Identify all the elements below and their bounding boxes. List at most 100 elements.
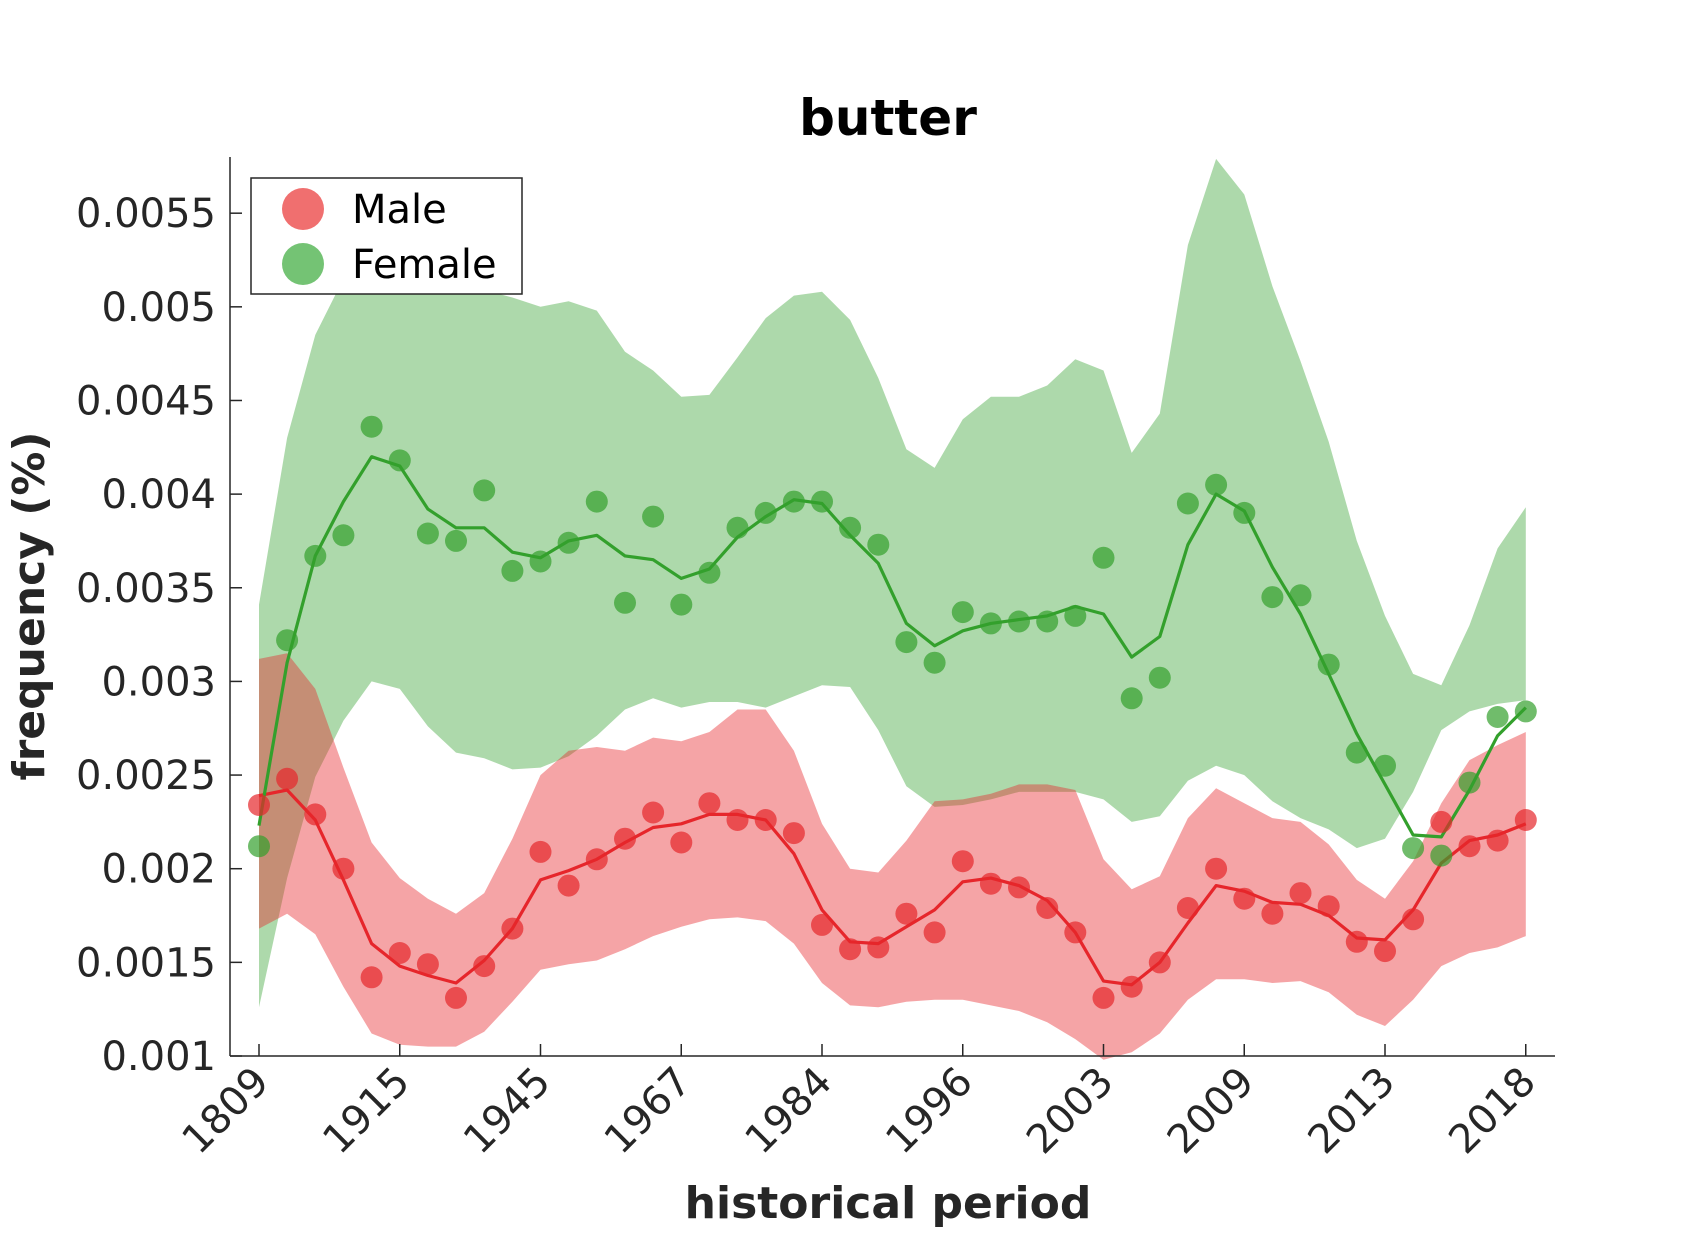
data-point-female	[642, 505, 665, 528]
data-point-female	[979, 612, 1002, 635]
data-point-female	[670, 593, 693, 616]
data-point-female	[445, 529, 467, 552]
y-axis-title: frequency (%)	[4, 431, 55, 780]
data-point-male	[1289, 882, 1312, 905]
data-point-female	[1092, 546, 1115, 569]
x-tick-label: 1915	[314, 1059, 419, 1164]
data-point-female	[698, 561, 721, 584]
legend-marker-female	[282, 243, 324, 285]
data-point-male	[867, 936, 890, 959]
data-point-female	[1064, 604, 1087, 627]
data-point-male	[276, 767, 299, 790]
data-point-male	[1374, 940, 1396, 963]
data-point-female	[248, 835, 270, 858]
data-point-male	[529, 840, 552, 863]
data-point-male	[614, 827, 636, 850]
data-point-female	[1458, 771, 1481, 794]
data-point-male	[726, 809, 749, 831]
data-point-male	[388, 942, 411, 964]
data-point-male	[670, 831, 693, 854]
x-tick-label: 2018	[1440, 1059, 1545, 1164]
data-point-female	[1514, 700, 1537, 723]
data-point-male	[1064, 921, 1087, 944]
data-point-male	[698, 792, 721, 815]
x-axis-title: historical period	[685, 1178, 1092, 1229]
data-point-female	[360, 415, 383, 438]
data-point-female	[1317, 653, 1340, 676]
data-point-male	[754, 809, 777, 831]
data-point-female	[923, 651, 946, 674]
y-tick-label: 0.003	[101, 659, 216, 705]
data-point-male	[473, 955, 496, 978]
band-female	[259, 158, 1526, 1008]
data-point-male	[416, 953, 439, 976]
data-point-male	[248, 794, 270, 816]
data-point-female	[1036, 610, 1059, 633]
data-point-female	[754, 501, 777, 524]
data-point-male	[360, 966, 383, 989]
data-point-male	[1317, 895, 1340, 918]
data-point-female	[839, 516, 862, 539]
data-point-female	[811, 490, 833, 513]
x-tick-label: 1984	[737, 1059, 842, 1164]
data-point-male	[895, 902, 918, 925]
data-point-female	[332, 524, 355, 547]
data-point-male	[1233, 887, 1256, 910]
data-point-female	[388, 449, 411, 472]
data-point-female	[1205, 473, 1228, 496]
data-point-female	[473, 479, 496, 502]
data-point-female	[1176, 492, 1199, 515]
data-point-male	[951, 850, 974, 873]
data-point-male	[1008, 876, 1030, 899]
x-tick-label: 2013	[1300, 1059, 1405, 1164]
data-point-male	[1036, 897, 1059, 919]
data-point-male	[501, 917, 524, 940]
y-tick-label: 0.002	[101, 847, 216, 893]
data-point-female	[1289, 584, 1312, 607]
trend-line-male	[258, 788, 1527, 987]
data-point-female	[276, 629, 299, 652]
x-tick-label: 2009	[1159, 1059, 1264, 1164]
legend-label-male: Male	[352, 187, 447, 233]
x-tick-label: 1967	[596, 1059, 701, 1164]
legend-marker-male	[282, 188, 324, 230]
data-point-male	[1120, 975, 1143, 998]
y-tick-label: 0.0025	[76, 753, 216, 799]
data-point-female	[1148, 666, 1171, 689]
data-point-female	[501, 559, 524, 582]
data-points	[248, 415, 1537, 1009]
data-point-female	[1374, 754, 1396, 777]
data-point-male	[839, 938, 862, 961]
data-point-female	[416, 522, 439, 545]
band-male	[259, 653, 1526, 1060]
y-tick-label: 0.0035	[76, 566, 216, 612]
x-tick-label: 1996	[877, 1059, 982, 1164]
confidence-bands	[259, 158, 1526, 1060]
legend: Male Female	[250, 177, 523, 295]
data-point-male	[923, 921, 946, 944]
data-point-female	[529, 550, 552, 573]
x-tick-label: 2003	[1018, 1059, 1123, 1164]
data-point-male	[445, 986, 467, 1009]
data-point-male	[1514, 809, 1537, 831]
data-point-female	[1430, 844, 1453, 867]
data-point-female	[1402, 837, 1425, 860]
data-point-male	[1345, 930, 1368, 953]
legend-label-female: Female	[352, 242, 497, 288]
data-point-female	[726, 516, 749, 539]
data-point-female	[557, 531, 580, 554]
data-point-female	[614, 591, 636, 614]
data-point-female	[1233, 501, 1256, 524]
data-point-female	[951, 601, 974, 624]
data-point-female	[867, 533, 890, 556]
data-point-female	[1261, 586, 1284, 609]
data-point-female	[782, 490, 805, 513]
data-point-male	[1205, 857, 1228, 880]
data-point-male	[1486, 829, 1509, 852]
data-point-female	[1486, 706, 1509, 728]
y-tick-label: 0.001	[101, 1034, 216, 1080]
data-point-female	[1345, 741, 1368, 764]
data-point-male	[585, 848, 608, 871]
data-point-male	[1176, 897, 1199, 919]
